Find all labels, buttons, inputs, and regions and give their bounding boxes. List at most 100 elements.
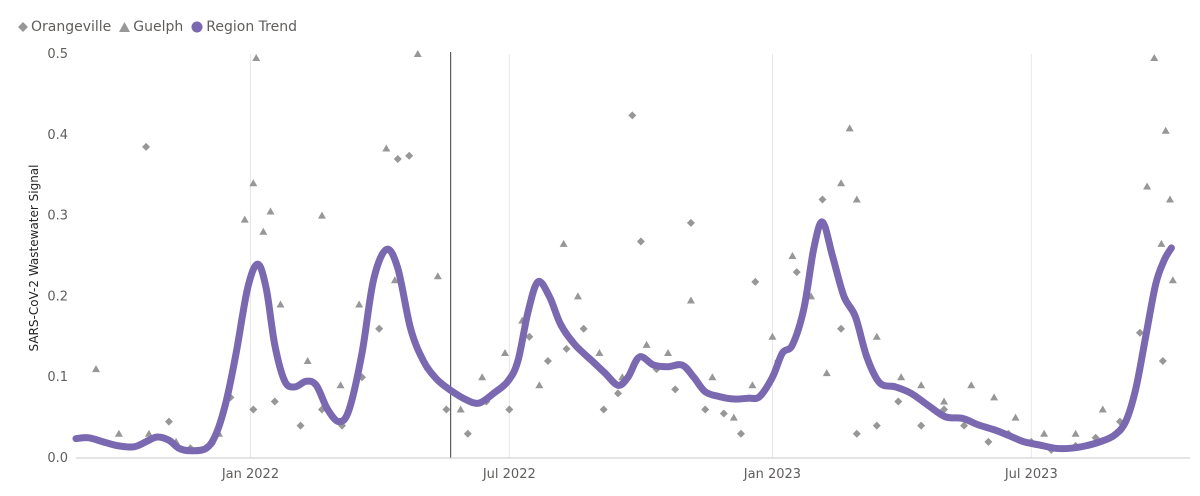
guelph-point	[664, 348, 673, 356]
orangeville-point	[613, 389, 622, 398]
orangeville-point	[543, 357, 552, 366]
guelph-point	[478, 373, 487, 381]
orangeville-point	[375, 324, 384, 333]
orangeville-point	[872, 421, 881, 430]
guelph-point	[872, 332, 881, 340]
orangeville-point	[701, 405, 710, 414]
guelph-point	[573, 292, 582, 300]
orangeville-point	[562, 344, 571, 353]
guelph-point	[92, 365, 101, 373]
guelph-point	[1150, 54, 1159, 62]
orangeville-point	[270, 397, 279, 406]
guelph-point	[413, 50, 422, 57]
orangeville-point	[463, 429, 472, 438]
guelph-point	[390, 276, 399, 284]
legend-label-guelph: Guelph	[133, 19, 184, 35]
guelph-point	[249, 179, 258, 187]
guelph-point	[1168, 276, 1177, 284]
y-tick-label: 0.0	[47, 451, 68, 466]
guelph-point	[114, 429, 123, 437]
orangeville-point	[296, 421, 305, 430]
x-tick-label: Jan 2022	[221, 467, 279, 482]
y-tick-label: 0.5	[47, 47, 68, 62]
guelph-point	[748, 381, 757, 389]
guelph-point	[1098, 405, 1107, 413]
orangeville-point	[917, 421, 926, 430]
trend-line-group	[72, 218, 1175, 455]
guelph-point	[768, 332, 777, 340]
guelph-point	[595, 348, 604, 356]
guelph-point	[686, 296, 695, 304]
orangeville-point	[405, 151, 414, 160]
orangeville-point	[818, 195, 827, 204]
guelph-point	[967, 381, 976, 389]
orangeville-point	[852, 429, 861, 438]
guelph-point	[708, 373, 717, 381]
guelph-point	[837, 179, 846, 187]
guelph-point	[940, 397, 949, 405]
guelph-point	[1165, 195, 1174, 203]
guelph-point	[259, 227, 268, 235]
guelph-point	[355, 300, 364, 308]
orangeville-point	[686, 218, 695, 227]
orangeville-point	[505, 405, 514, 414]
legend-item-region-trend[interactable]: Region Trend	[191, 19, 297, 35]
orangeville-point	[442, 405, 451, 414]
orangeville-point	[142, 142, 151, 151]
guelph-point	[990, 393, 999, 401]
guelph-point	[535, 381, 544, 389]
orangeville-point	[894, 397, 903, 406]
guelph-point	[1143, 182, 1152, 190]
orangeville-point	[1158, 357, 1167, 366]
guelph-point	[1157, 239, 1166, 247]
legend-label-region-trend: Region Trend	[206, 19, 297, 35]
guelph-point	[788, 252, 797, 259]
legend: Orangeville Guelph Region Trend	[18, 16, 305, 38]
orangeville-point	[599, 405, 608, 414]
orangeville-point	[736, 429, 745, 438]
region-trend-line	[72, 218, 1175, 455]
legend-label-orangeville: Orangeville	[31, 19, 112, 35]
guelph-point	[303, 357, 312, 365]
guelph-point	[336, 381, 345, 389]
guelph-point	[559, 239, 568, 247]
legend-item-guelph[interactable]: Guelph	[119, 19, 183, 35]
orangeville-point	[792, 268, 801, 277]
guelph-point	[240, 215, 249, 223]
guelph-point	[382, 144, 391, 152]
guelph-point	[501, 348, 510, 356]
orangeville-point	[1135, 328, 1144, 337]
orangeville-point	[628, 111, 637, 120]
orangeville-point	[636, 237, 645, 246]
orangeville-point	[393, 155, 402, 164]
y-axis-label: SARS-CoV-2 Wastewater Signal	[27, 165, 41, 352]
guelph-point	[642, 340, 651, 348]
x-tick-label: Jan 2023	[743, 467, 801, 482]
guelph-point	[729, 413, 738, 421]
guelph-point	[456, 405, 465, 413]
guelph-point	[252, 54, 261, 62]
legend-item-orangeville[interactable]: Orangeville	[18, 19, 111, 35]
guelph-point	[1071, 429, 1080, 437]
data-points	[92, 50, 1177, 454]
axes: Jan 2022 Jul 2022 Jan 2023 Jul 2023 0.0 0.1 0.…	[47, 47, 1190, 482]
x-tick-label: Jul 2022	[482, 467, 536, 482]
guelph-point	[852, 195, 861, 203]
guelph-point	[845, 124, 854, 132]
orangeville-point	[984, 437, 993, 446]
guelph-point	[1040, 429, 1049, 437]
orangeville-point	[164, 417, 173, 426]
triangle-marker-icon	[119, 22, 131, 32]
guelph-point	[433, 272, 442, 280]
guelph-point	[317, 211, 326, 219]
guelph-point	[1011, 413, 1020, 421]
orangeville-point	[525, 332, 534, 341]
guelph-point	[917, 381, 926, 389]
y-tick-label: 0.2	[47, 289, 68, 304]
orangeville-point	[249, 405, 258, 414]
orangeville-point	[837, 324, 846, 333]
guelph-point	[144, 429, 153, 437]
diamond-marker-icon	[18, 22, 28, 32]
grid-lines	[249, 54, 1032, 458]
